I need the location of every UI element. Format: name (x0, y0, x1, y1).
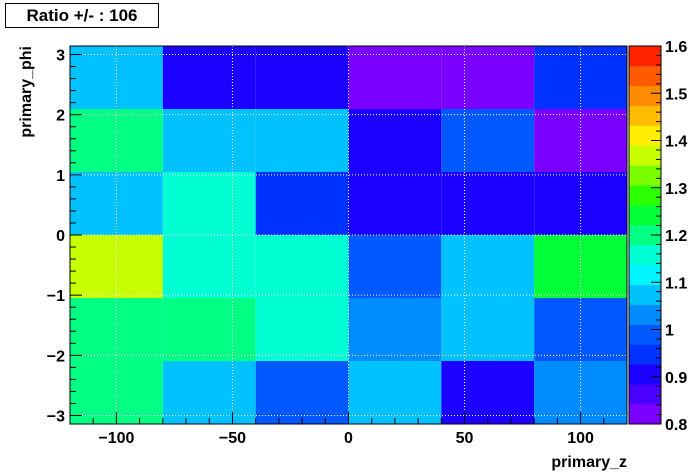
palette-tick-label: 1 (665, 323, 674, 340)
x-tick-label: −100 (98, 430, 134, 447)
y-axis: −3 −2 −1 0 1 2 3 (47, 48, 82, 425)
palette-swatch (629, 324, 661, 345)
palette-swatch (629, 46, 661, 67)
heatmap-cell (255, 361, 349, 424)
heatmap-cell (162, 298, 256, 361)
palette-swatch (629, 165, 661, 186)
palette-tick-label: 0.9 (665, 370, 687, 387)
palette-tick-label: 0.8 (665, 417, 687, 434)
heatmap-cell (255, 109, 349, 172)
heatmap-cell (441, 172, 535, 235)
heatmap-cell (441, 298, 535, 361)
heatmap-cell (70, 46, 163, 109)
heatmap-cell (255, 172, 349, 235)
heatmap-cell (534, 172, 627, 235)
heatmap-cell (441, 361, 535, 424)
palette-swatch (629, 125, 661, 146)
x-axis-title: primary_z (551, 454, 627, 471)
heatmap-cell (348, 235, 442, 298)
palette-swatch (629, 145, 661, 166)
y-tick-label: −2 (47, 348, 65, 365)
palette-swatch (629, 404, 661, 425)
y-tick-label: 3 (56, 48, 65, 65)
y-tick-label: −1 (47, 288, 65, 305)
heatmap-cell (534, 298, 627, 361)
heatmap-cell (441, 46, 535, 109)
heatmap-cell (441, 235, 535, 298)
heatmap-cell (162, 361, 256, 424)
palette-swatch (629, 65, 661, 87)
heatmap-cell (70, 109, 163, 172)
palette-tick-label: 1.6 (665, 39, 687, 56)
palette-swatch (629, 284, 661, 305)
palette-swatch (629, 244, 661, 266)
palette-swatch (629, 225, 661, 246)
color-palette-axis: 0.8 0.9 1 1.1 1.2 1.3 1.4 1.5 1.6 (628, 39, 687, 434)
heatmap-cell (255, 298, 349, 361)
heatmap-cell (534, 235, 627, 298)
heatmap-cell (255, 235, 349, 298)
x-axis: −100 −50 0 50 100 (69, 412, 628, 447)
palette-swatch (629, 264, 661, 286)
heatmap-cell (534, 109, 627, 172)
stats-box-title: Ratio +/- : 106 (5, 3, 159, 28)
palette-swatch (629, 364, 661, 385)
heatmap-cell (162, 109, 256, 172)
palette-swatch (629, 205, 661, 226)
y-tick-label: 2 (56, 108, 65, 125)
palette-tick-label: 1.1 (665, 275, 687, 292)
heatmap-cell (348, 298, 442, 361)
y-tick-label: −3 (47, 408, 65, 425)
heatmap-cell (348, 172, 442, 235)
y-tick-label: 1 (56, 168, 65, 185)
heatmap-cell (255, 46, 349, 109)
palette-swatch (629, 85, 661, 106)
grid-lines (70, 46, 627, 424)
x-tick-label: 100 (567, 430, 594, 447)
heatmap-cells (70, 46, 627, 424)
palette-swatch (629, 185, 661, 206)
palette-swatch (629, 384, 661, 405)
palette-swatch (629, 304, 661, 325)
heatmap-cell (70, 172, 163, 235)
palette-tick-label: 1.3 (665, 181, 687, 198)
heatmap-cell (348, 46, 442, 109)
x-tick-label: 50 (456, 430, 474, 447)
heatmap-cell (348, 361, 442, 424)
heatmap-cell (348, 109, 442, 172)
x-tick-label: −50 (219, 430, 246, 447)
heatmap-cell (70, 298, 163, 361)
heatmap-cell (441, 109, 535, 172)
y-axis-title: primary_phi (18, 46, 35, 138)
heatmap-cell (162, 172, 256, 235)
heatmap-cell (534, 46, 627, 109)
title-text: Ratio +/- : 106 (26, 6, 138, 25)
x-tick-label: 0 (344, 430, 353, 447)
palette-swatch (629, 344, 661, 365)
palette-tick-label: 1.2 (665, 228, 687, 245)
heatmap-cell (70, 235, 163, 298)
palette-tick-label: 1.4 (665, 134, 687, 151)
palette-tick-label: 1.5 (665, 86, 687, 103)
palette-swatch (629, 105, 661, 126)
heatmap-cell (162, 46, 256, 109)
heatmap-cell (162, 235, 256, 298)
y-tick-label: 0 (56, 228, 65, 245)
